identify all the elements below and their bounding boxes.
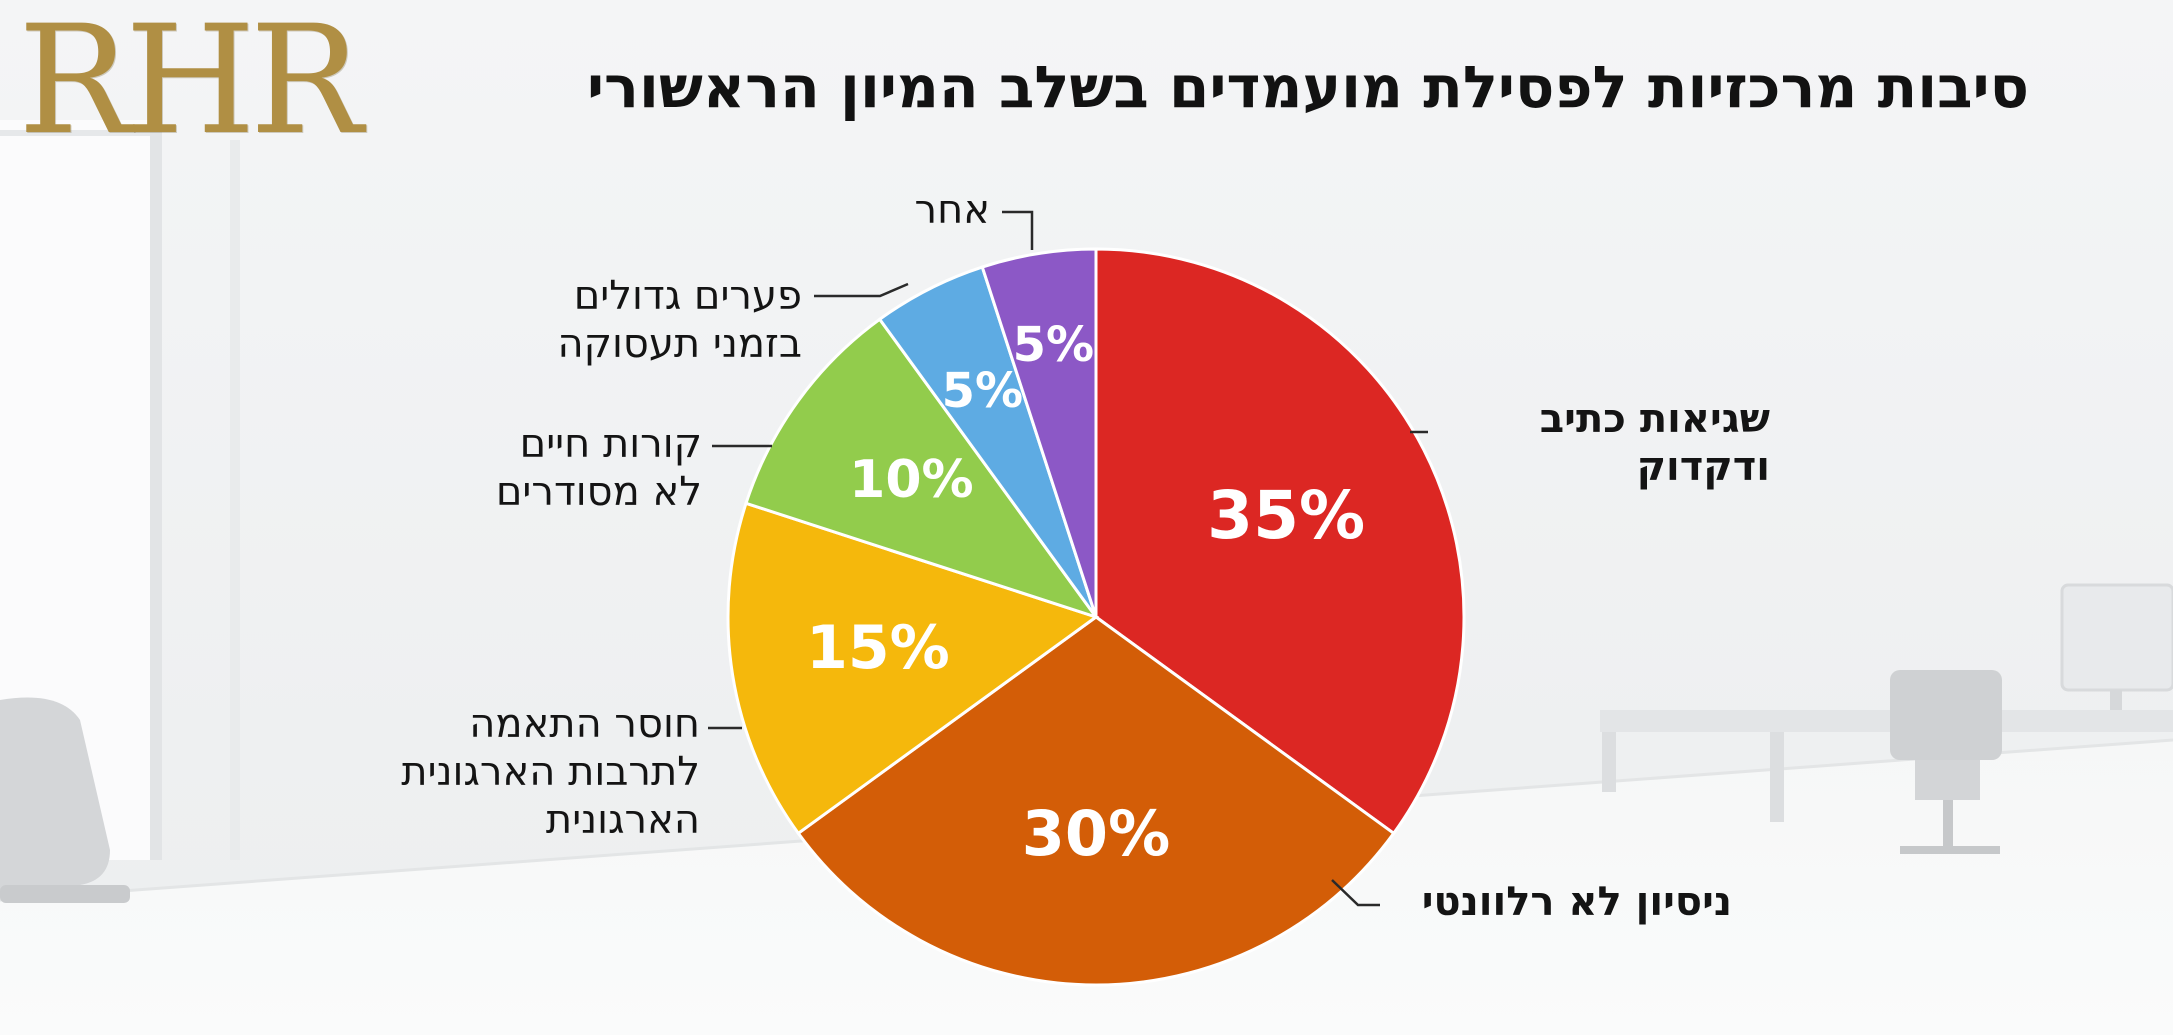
label-line: לא מסודרים — [495, 469, 702, 515]
label-line: הארגונית — [545, 797, 700, 843]
label-line: ניסיון לא רלוונטי — [1421, 879, 1732, 925]
slice-value-label: 5% — [942, 363, 1024, 419]
slice-value-label: 30% — [1022, 797, 1170, 870]
slice-value-label: 15% — [806, 613, 950, 683]
slice-value-label: 10% — [849, 450, 973, 510]
slice-category-label: ניסיון לא רלוונטי — [1392, 878, 1732, 926]
pie-slice — [726, 501, 1100, 836]
rhr-logo: RHR — [18, 0, 363, 168]
leader-line — [1331, 879, 1380, 907]
label-line: פערים גדולים — [573, 273, 802, 319]
label-line: אחר — [914, 187, 990, 233]
leader-line — [814, 282, 909, 298]
pie-slice — [744, 317, 1100, 620]
pie-slice — [980, 247, 1098, 618]
label-line: חוסר התאמה — [469, 701, 700, 747]
slice-category-label: אחר — [880, 186, 990, 234]
label-line: לתרבות הארגונית — [401, 749, 700, 795]
slice-category-label: שגיאות כתיב ודקדוק — [1440, 395, 1770, 491]
label-line: שגיאות כתיב — [1539, 396, 1770, 442]
chart-title: סיבות מרכזיות לפסילת מועמדים בשלב המיון … — [586, 53, 2029, 121]
label-line: קורות חיים — [519, 421, 702, 467]
pie-slice — [1094, 247, 1466, 836]
slice-category-label: פערים גדולים בזמני תעסוקה — [500, 272, 802, 368]
label-line: ודקדוק — [1636, 444, 1770, 490]
slice-category-label: קורות חיים לא מסודרים — [440, 420, 702, 516]
label-line: בזמני תעסוקה — [557, 321, 802, 367]
pie-slice — [796, 615, 1396, 987]
slice-value-label: 35% — [1207, 477, 1365, 554]
leader-line — [1002, 210, 1034, 250]
slice-category-label: חוסר התאמה לתרבות הארגונית הארגונית — [330, 700, 700, 844]
slice-value-label: 5% — [1013, 317, 1095, 373]
